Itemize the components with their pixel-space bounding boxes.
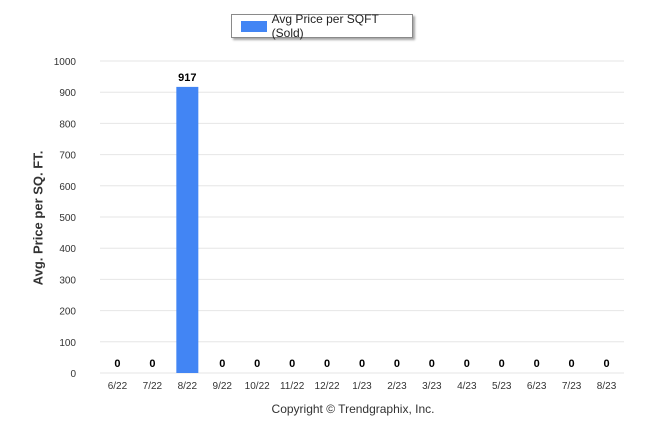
data-label: 0 bbox=[394, 358, 400, 370]
y-tick-label: 0 bbox=[70, 369, 76, 380]
y-tick-label: 200 bbox=[59, 307, 76, 318]
y-tick-label: 300 bbox=[59, 275, 76, 286]
x-tick-label: 7/23 bbox=[562, 381, 582, 392]
data-label: 0 bbox=[149, 358, 155, 370]
bar bbox=[176, 86, 199, 374]
data-label: 0 bbox=[219, 358, 225, 370]
x-tick-label: 10/22 bbox=[245, 381, 270, 392]
data-label: 917 bbox=[178, 72, 196, 84]
data-labels: 0 0 917 0 0 0 0 0 0 0 0 0 0 0 0 bbox=[114, 72, 609, 370]
bars bbox=[176, 86, 199, 374]
data-label: 0 bbox=[289, 358, 295, 370]
data-label: 0 bbox=[569, 358, 575, 370]
data-label: 0 bbox=[464, 358, 470, 370]
x-tick-label: 9/22 bbox=[213, 381, 233, 392]
y-tick-label: 900 bbox=[59, 88, 76, 99]
data-label: 0 bbox=[603, 358, 609, 370]
data-label: 0 bbox=[254, 358, 260, 370]
x-tick-label: 2/23 bbox=[387, 381, 407, 392]
data-label: 0 bbox=[429, 358, 435, 370]
y-tick-label: 100 bbox=[59, 338, 76, 349]
y-tick-label: 400 bbox=[59, 244, 76, 255]
y-tick-label: 800 bbox=[59, 119, 76, 130]
x-tick-label: 6/22 bbox=[108, 381, 128, 392]
y-tick-label: 1000 bbox=[54, 57, 77, 68]
x-tick-label: 5/23 bbox=[492, 381, 512, 392]
x-tick-label: 8/22 bbox=[178, 381, 198, 392]
x-tick-label: 1/23 bbox=[352, 381, 372, 392]
x-tick-label: 3/23 bbox=[422, 381, 442, 392]
y-tick-label: 500 bbox=[59, 213, 76, 224]
x-tick-label: 4/23 bbox=[457, 381, 477, 392]
data-label: 0 bbox=[534, 358, 540, 370]
y-tick-label: 600 bbox=[59, 182, 76, 193]
x-tick-label: 8/23 bbox=[597, 381, 617, 392]
y-axis-ticks: 0 100 200 300 400 500 600 700 800 900 1000 bbox=[54, 57, 77, 380]
data-label: 0 bbox=[359, 358, 365, 370]
x-tick-label: 11/22 bbox=[280, 381, 305, 392]
x-tick-label: 6/23 bbox=[527, 381, 547, 392]
legend-label: Avg Price per SQFT (Sold) bbox=[271, 12, 379, 40]
legend-swatch bbox=[241, 20, 267, 32]
y-axis-label: Avg. Price per SQ. FT. bbox=[30, 150, 46, 286]
data-label: 0 bbox=[324, 358, 330, 370]
x-axis-ticks: 6/22 7/22 8/22 9/22 10/22 11/22 12/22 1/23 2/23 3… bbox=[108, 381, 617, 392]
x-tick-label: 7/22 bbox=[143, 381, 163, 392]
legend: Avg Price per SQFT (Sold) bbox=[231, 12, 413, 40]
data-label: 0 bbox=[499, 358, 505, 370]
y-tick-label: 700 bbox=[59, 151, 76, 162]
copyright-text: Copyright © Trendgraphix, Inc. bbox=[271, 402, 435, 416]
data-label: 0 bbox=[114, 358, 120, 370]
x-tick-label: 12/22 bbox=[315, 381, 340, 392]
